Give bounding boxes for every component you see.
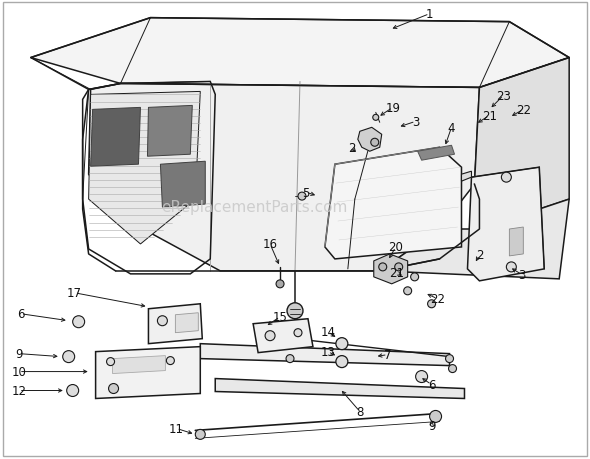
Polygon shape xyxy=(88,84,480,271)
Circle shape xyxy=(67,385,78,397)
Polygon shape xyxy=(175,313,198,333)
Text: 9: 9 xyxy=(15,347,22,360)
Text: 10: 10 xyxy=(11,365,27,378)
Text: 2: 2 xyxy=(348,141,356,154)
Circle shape xyxy=(379,263,386,271)
Polygon shape xyxy=(253,319,313,353)
Circle shape xyxy=(63,351,75,363)
Polygon shape xyxy=(380,200,569,279)
Circle shape xyxy=(404,287,412,295)
Polygon shape xyxy=(91,108,140,167)
Circle shape xyxy=(195,430,205,439)
Text: 22: 22 xyxy=(516,104,531,117)
Text: 16: 16 xyxy=(263,238,277,251)
Text: 20: 20 xyxy=(388,241,403,254)
Text: 15: 15 xyxy=(273,311,287,324)
Polygon shape xyxy=(325,148,461,259)
Circle shape xyxy=(336,356,348,368)
Polygon shape xyxy=(358,128,382,152)
Text: eReplacementParts.com: eReplacementParts.com xyxy=(160,199,347,214)
Polygon shape xyxy=(474,58,569,230)
Circle shape xyxy=(373,115,379,121)
Text: 8: 8 xyxy=(356,405,363,418)
Text: 11: 11 xyxy=(169,422,184,435)
Circle shape xyxy=(265,331,275,341)
Polygon shape xyxy=(467,168,544,281)
Circle shape xyxy=(109,384,119,394)
Circle shape xyxy=(276,280,284,288)
Circle shape xyxy=(158,316,168,326)
Circle shape xyxy=(166,357,175,365)
Polygon shape xyxy=(113,356,165,374)
Text: 14: 14 xyxy=(320,325,335,338)
Circle shape xyxy=(395,263,402,271)
Text: 3: 3 xyxy=(519,269,526,282)
Polygon shape xyxy=(509,228,523,257)
Circle shape xyxy=(506,263,516,272)
Text: 22: 22 xyxy=(430,293,445,306)
Circle shape xyxy=(336,338,348,350)
Circle shape xyxy=(286,355,294,363)
Polygon shape xyxy=(461,172,471,182)
Circle shape xyxy=(371,139,379,147)
Circle shape xyxy=(415,371,428,383)
Text: 6: 6 xyxy=(428,378,435,391)
Polygon shape xyxy=(149,304,202,344)
Polygon shape xyxy=(96,347,200,398)
Circle shape xyxy=(448,365,457,373)
Text: 19: 19 xyxy=(385,101,400,115)
Text: 21: 21 xyxy=(389,267,404,280)
Polygon shape xyxy=(373,254,408,284)
Polygon shape xyxy=(418,146,454,161)
Text: 13: 13 xyxy=(320,345,335,358)
Text: 1: 1 xyxy=(426,8,433,21)
Text: 3: 3 xyxy=(412,116,419,129)
Circle shape xyxy=(502,173,512,183)
Circle shape xyxy=(428,300,435,308)
Text: 6: 6 xyxy=(17,308,25,320)
Polygon shape xyxy=(215,379,464,398)
Circle shape xyxy=(430,410,441,422)
Circle shape xyxy=(445,355,454,363)
Text: 17: 17 xyxy=(67,287,82,300)
Circle shape xyxy=(73,316,84,328)
Text: 4: 4 xyxy=(448,122,455,134)
Circle shape xyxy=(294,329,302,337)
Circle shape xyxy=(287,303,303,319)
Polygon shape xyxy=(31,19,569,88)
Text: 5: 5 xyxy=(302,186,310,199)
Text: 21: 21 xyxy=(482,110,497,123)
Text: 2: 2 xyxy=(476,249,483,262)
Polygon shape xyxy=(148,106,192,157)
Polygon shape xyxy=(160,162,205,207)
Circle shape xyxy=(298,193,306,201)
Circle shape xyxy=(411,273,419,281)
Polygon shape xyxy=(88,92,200,245)
Circle shape xyxy=(107,358,114,366)
Text: 23: 23 xyxy=(496,90,511,103)
Text: 7: 7 xyxy=(384,348,392,361)
Text: 9: 9 xyxy=(428,419,435,432)
Polygon shape xyxy=(200,344,450,366)
Text: 12: 12 xyxy=(11,384,27,397)
